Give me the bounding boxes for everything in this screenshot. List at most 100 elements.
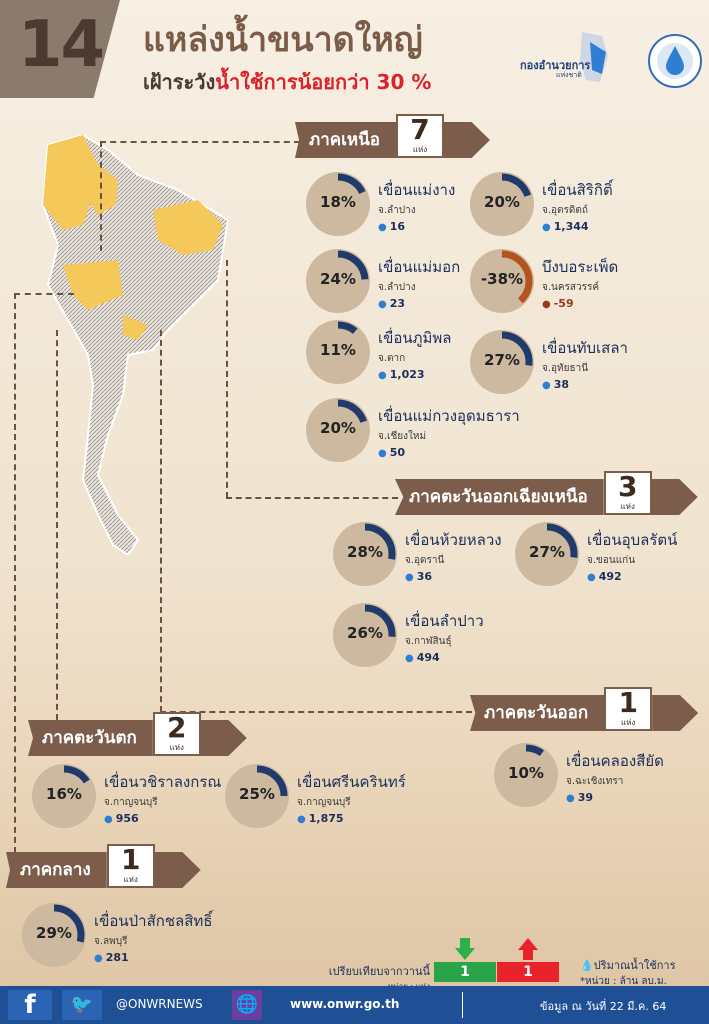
page-subtitle: เฝ้าระวังน้ำใช้การน้อยกว่า 30 %: [143, 70, 432, 94]
dam-name: เขื่อนลำปาว: [405, 612, 484, 630]
dam-province: จ.ตาก: [378, 353, 406, 364]
banner-west: ภาคตะวันตก 2 แห่ง: [28, 712, 247, 756]
dam-card: 26% เขื่อนลำปาว จ.กาฬสินธุ์ ● 494: [333, 603, 484, 667]
percent-gauge: 16%: [32, 764, 96, 828]
percent-gauge: 24%: [306, 249, 370, 313]
legend-up-count: 1: [497, 962, 559, 982]
dam-province: จ.นครสวรรค์: [542, 282, 600, 293]
banner-east: ภาคตะวันออก 1 แห่ง: [470, 687, 699, 731]
dam-name: เขื่อนแม่กวงอุดมธารา: [378, 407, 520, 425]
dam-volume: ● 956: [104, 812, 139, 825]
dam-name: บึงบอระเพ็ด: [542, 258, 619, 276]
dam-province: จ.ฉะเชิงเทรา: [566, 776, 624, 787]
percent-label: 24%: [320, 270, 356, 288]
footer-date: ข้อมูล ณ วันที่ 22 มี.ค. 64: [540, 1000, 667, 1013]
dam-name: เขื่อนแม่มอก: [378, 258, 461, 276]
dam-name: เขื่อนภูมิพล: [378, 329, 452, 347]
dam-province: จ.ลำปาง: [378, 205, 416, 216]
water-drop-icon: ●: [542, 299, 551, 310]
dam-province: จ.กาญจนบุรี: [297, 797, 351, 808]
percent-label: 25%: [239, 785, 275, 803]
percent-gauge: -38%: [470, 249, 534, 313]
dam-volume: ● -59: [542, 297, 574, 310]
dam-name: เขื่อนคลองสียัด: [566, 752, 664, 770]
banner-northeast: ภาคตะวันออกเฉียงเหนือ 3 แห่ง: [395, 471, 698, 515]
dam-card: 28% เขื่อนห้วยหลวง จ.อุดรานี ● 36: [333, 522, 502, 586]
dam-province: จ.อุทัยธานี: [542, 363, 589, 374]
dam-card: 11% เขื่อนภูมิพล จ.ตาก ● 1,023: [306, 320, 452, 384]
dam-card: 29% เขื่อนป่าสักชลสิทธิ์ จ.ลพบุรี ● 281: [22, 903, 212, 967]
dam-name: เขื่อนวชิราลงกรณ: [104, 773, 222, 791]
connector-east-v: [160, 330, 162, 712]
legend-volume: 💧ปริมาณน้ำใช้การ *หน่วย : ล้าน ลบ.ม.: [580, 959, 676, 987]
connector-north-v: [100, 141, 102, 251]
percent-label: 27%: [529, 543, 565, 561]
water-drop-icon: ●: [542, 380, 551, 391]
logo-onwr: [648, 34, 702, 88]
percent-label: -38%: [480, 270, 524, 288]
thailand-map: [41, 135, 228, 555]
dam-card: 18% เขื่อนแม่งาง จ.ลำปาง ● 16: [306, 172, 455, 236]
dam-volume: ● 281: [94, 951, 129, 964]
dam-card: 20% เขื่อนแม่กวงอุดมธารา จ.เชียงใหม่ ● 50: [306, 398, 520, 462]
arrow-down-icon: [455, 938, 475, 960]
water-drop-icon: ●: [378, 370, 387, 381]
percent-label: 20%: [320, 419, 356, 437]
dam-volume: ● 50: [378, 446, 406, 459]
dam-volume: ● 494: [405, 651, 440, 664]
dam-card: 20% เขื่อนสิริกิติ์ จ.อุตรดิตถ์ ● 1,344: [470, 172, 613, 236]
percent-gauge: 27%: [470, 330, 534, 394]
dam-card: 10% เขื่อนคลองสียัด จ.ฉะเชิงเทรา ● 39: [494, 743, 664, 807]
dam-volume: ● 38: [542, 378, 570, 391]
twitter-icon[interactable]: 🐦: [62, 990, 102, 1020]
percent-label: 28%: [347, 543, 383, 561]
dam-volume: ● 16: [378, 220, 406, 233]
water-drop-icon: ●: [378, 299, 387, 310]
footer-divider: [462, 992, 463, 1018]
water-drop-icon: ●: [542, 222, 551, 233]
dam-name: เขื่อนห้วยหลวง: [405, 531, 502, 549]
banner-north: ภาคเหนือ 7 แห่ง: [295, 114, 490, 158]
dam-card: 27% เขื่อนทับเสลา จ.อุทัยธานี ● 38: [470, 330, 628, 394]
footer-website[interactable]: www.onwr.go.th: [290, 997, 400, 1011]
logo-command-center: กองอำนวยการ แห่งชาติ: [520, 30, 610, 86]
dam-province: จ.ลพบุรี: [94, 936, 128, 947]
water-drop-icon: ●: [94, 953, 103, 964]
percent-label: 26%: [347, 624, 383, 642]
footer-handle[interactable]: @ONWRNEWS: [116, 997, 203, 1011]
dam-card: 25% เขื่อนศรีนครินทร์ จ.กาญจนบุรี ● 1,875: [225, 764, 406, 828]
water-drop-icon: ●: [566, 793, 575, 804]
dam-volume: ● 36: [405, 570, 433, 583]
dam-name: เขื่อนแม่งาง: [378, 181, 456, 199]
connector-central-v: [14, 293, 16, 853]
dam-name: เขื่อนศรีนครินทร์: [297, 773, 406, 791]
percent-gauge: 27%: [515, 522, 579, 586]
dam-province: จ.ขอนแก่น: [587, 555, 636, 566]
percent-gauge: 25%: [225, 764, 289, 828]
water-drop-icon: ●: [405, 653, 414, 664]
percent-gauge: 18%: [306, 172, 370, 236]
connector-west-v: [56, 330, 58, 720]
dam-card: 16% เขื่อนวชิราลงกรณ จ.กาญจนบุรี ● 956: [32, 764, 221, 828]
percent-gauge: 29%: [22, 903, 86, 967]
footer: f 🐦 @ONWRNEWS 🌐 www.onwr.go.th ข้อมูล ณ …: [0, 986, 709, 1024]
dam-name: เขื่อนสิริกิติ์: [542, 181, 613, 199]
dam-province: จ.กาฬสินธุ์: [405, 636, 452, 647]
connector-north: [100, 141, 300, 143]
percent-label: 27%: [484, 351, 520, 369]
water-drop-icon: ●: [378, 222, 387, 233]
water-drop-icon: ●: [297, 814, 306, 825]
banner-central: ภาคกลาง 1 แห่ง: [6, 844, 201, 888]
percent-gauge: 26%: [333, 603, 397, 667]
dam-volume: ● 1,344: [542, 220, 589, 233]
facebook-icon[interactable]: f: [8, 990, 52, 1020]
globe-icon: 🌐: [232, 990, 262, 1020]
dam-name: เขื่อนอุบลรัตน์: [587, 531, 678, 549]
connector-east: [160, 711, 472, 713]
percent-label: 20%: [484, 193, 520, 211]
dam-card: 27% เขื่อนอุบลรัตน์ จ.ขอนแก่น ● 492: [515, 522, 677, 586]
percent-gauge: 20%: [470, 172, 534, 236]
percent-gauge: 11%: [306, 320, 370, 384]
water-drop-icon: ●: [104, 814, 113, 825]
dam-volume: ● 39: [566, 791, 594, 804]
